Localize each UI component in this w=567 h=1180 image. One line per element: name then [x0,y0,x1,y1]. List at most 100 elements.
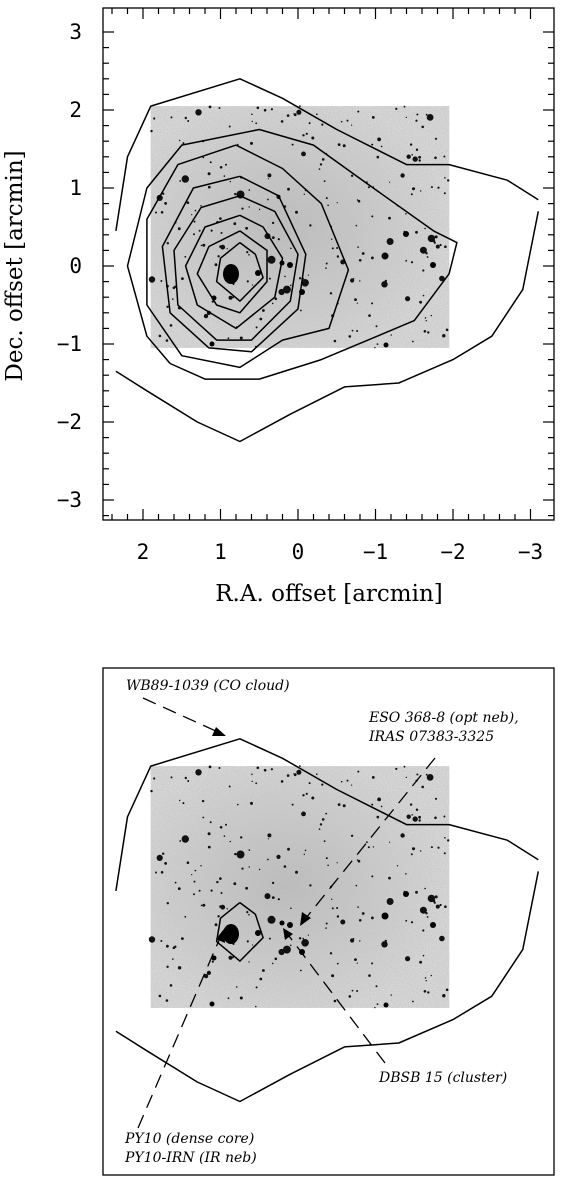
star [386,238,394,245]
core-source [223,264,239,284]
star [355,224,358,227]
star [182,802,185,805]
star [405,259,408,262]
star [371,143,374,146]
star [384,279,387,283]
star [325,857,328,860]
star [228,295,233,300]
star [179,180,182,182]
x-tick-label: 0 [292,540,305,564]
star [166,902,169,905]
star [405,776,407,779]
star-field-image-annotated [150,766,450,1008]
y-tick-labels: 3 2 1 0 −1 −2 −3 [57,20,82,512]
star [248,253,250,256]
y-tick-label: 3 [69,20,82,44]
star [367,846,370,849]
star [412,156,418,162]
star [381,912,389,920]
star [267,915,276,924]
star [350,174,354,177]
star [415,148,419,151]
star [165,339,169,342]
star [304,849,307,852]
star [200,904,203,907]
wb89-arrow [142,697,219,733]
star [202,156,205,159]
contour-level-5 [161,175,307,353]
star [233,882,237,886]
star [355,884,358,887]
star [267,255,276,264]
star [340,120,343,123]
star [425,320,427,322]
star [223,175,226,177]
star [354,958,357,961]
star [422,954,425,957]
star [219,826,223,829]
star [430,262,436,268]
star [427,234,436,243]
star [388,876,391,880]
star [319,823,323,826]
py10-arrowhead [216,929,225,943]
y-axis-label: Dec. offset [arcmin] [2,150,28,381]
star [374,1006,376,1009]
star [301,811,306,817]
star [219,877,222,880]
star [207,845,211,849]
star [267,838,269,840]
star [376,343,379,345]
star [191,214,193,216]
star [403,231,409,237]
star [377,137,381,142]
star [346,119,349,122]
star [336,202,338,204]
star [371,875,374,878]
star [405,213,407,215]
star [160,871,164,874]
eso-arrow [305,757,436,919]
contour-level-2 [115,871,540,1103]
star [274,297,278,301]
star [267,858,269,861]
star [184,255,187,258]
star [416,773,419,776]
star [356,330,359,332]
star [434,797,438,800]
eso-arrowhead [300,912,311,926]
star [155,211,157,214]
star [258,208,261,211]
star [170,116,173,119]
y-tick-label: 2 [69,98,82,122]
star [340,780,343,783]
star [225,823,227,826]
star [295,210,298,214]
star [172,286,176,290]
star [280,780,284,783]
star [207,172,211,176]
star [302,794,305,797]
star [316,113,318,115]
star [235,986,238,988]
star [270,108,273,111]
star [248,849,251,851]
star [284,275,286,278]
star [282,285,291,294]
star [430,974,432,977]
star [308,122,311,125]
star [424,317,427,319]
star [255,122,258,125]
star [305,132,308,135]
star [246,251,249,254]
star [255,270,261,276]
star [346,779,349,782]
star [405,873,407,875]
star [380,145,383,148]
y-tick-label: −3 [57,488,82,512]
star [271,881,275,885]
star [427,331,430,334]
star [195,769,202,776]
star [251,780,253,783]
star [400,173,405,178]
